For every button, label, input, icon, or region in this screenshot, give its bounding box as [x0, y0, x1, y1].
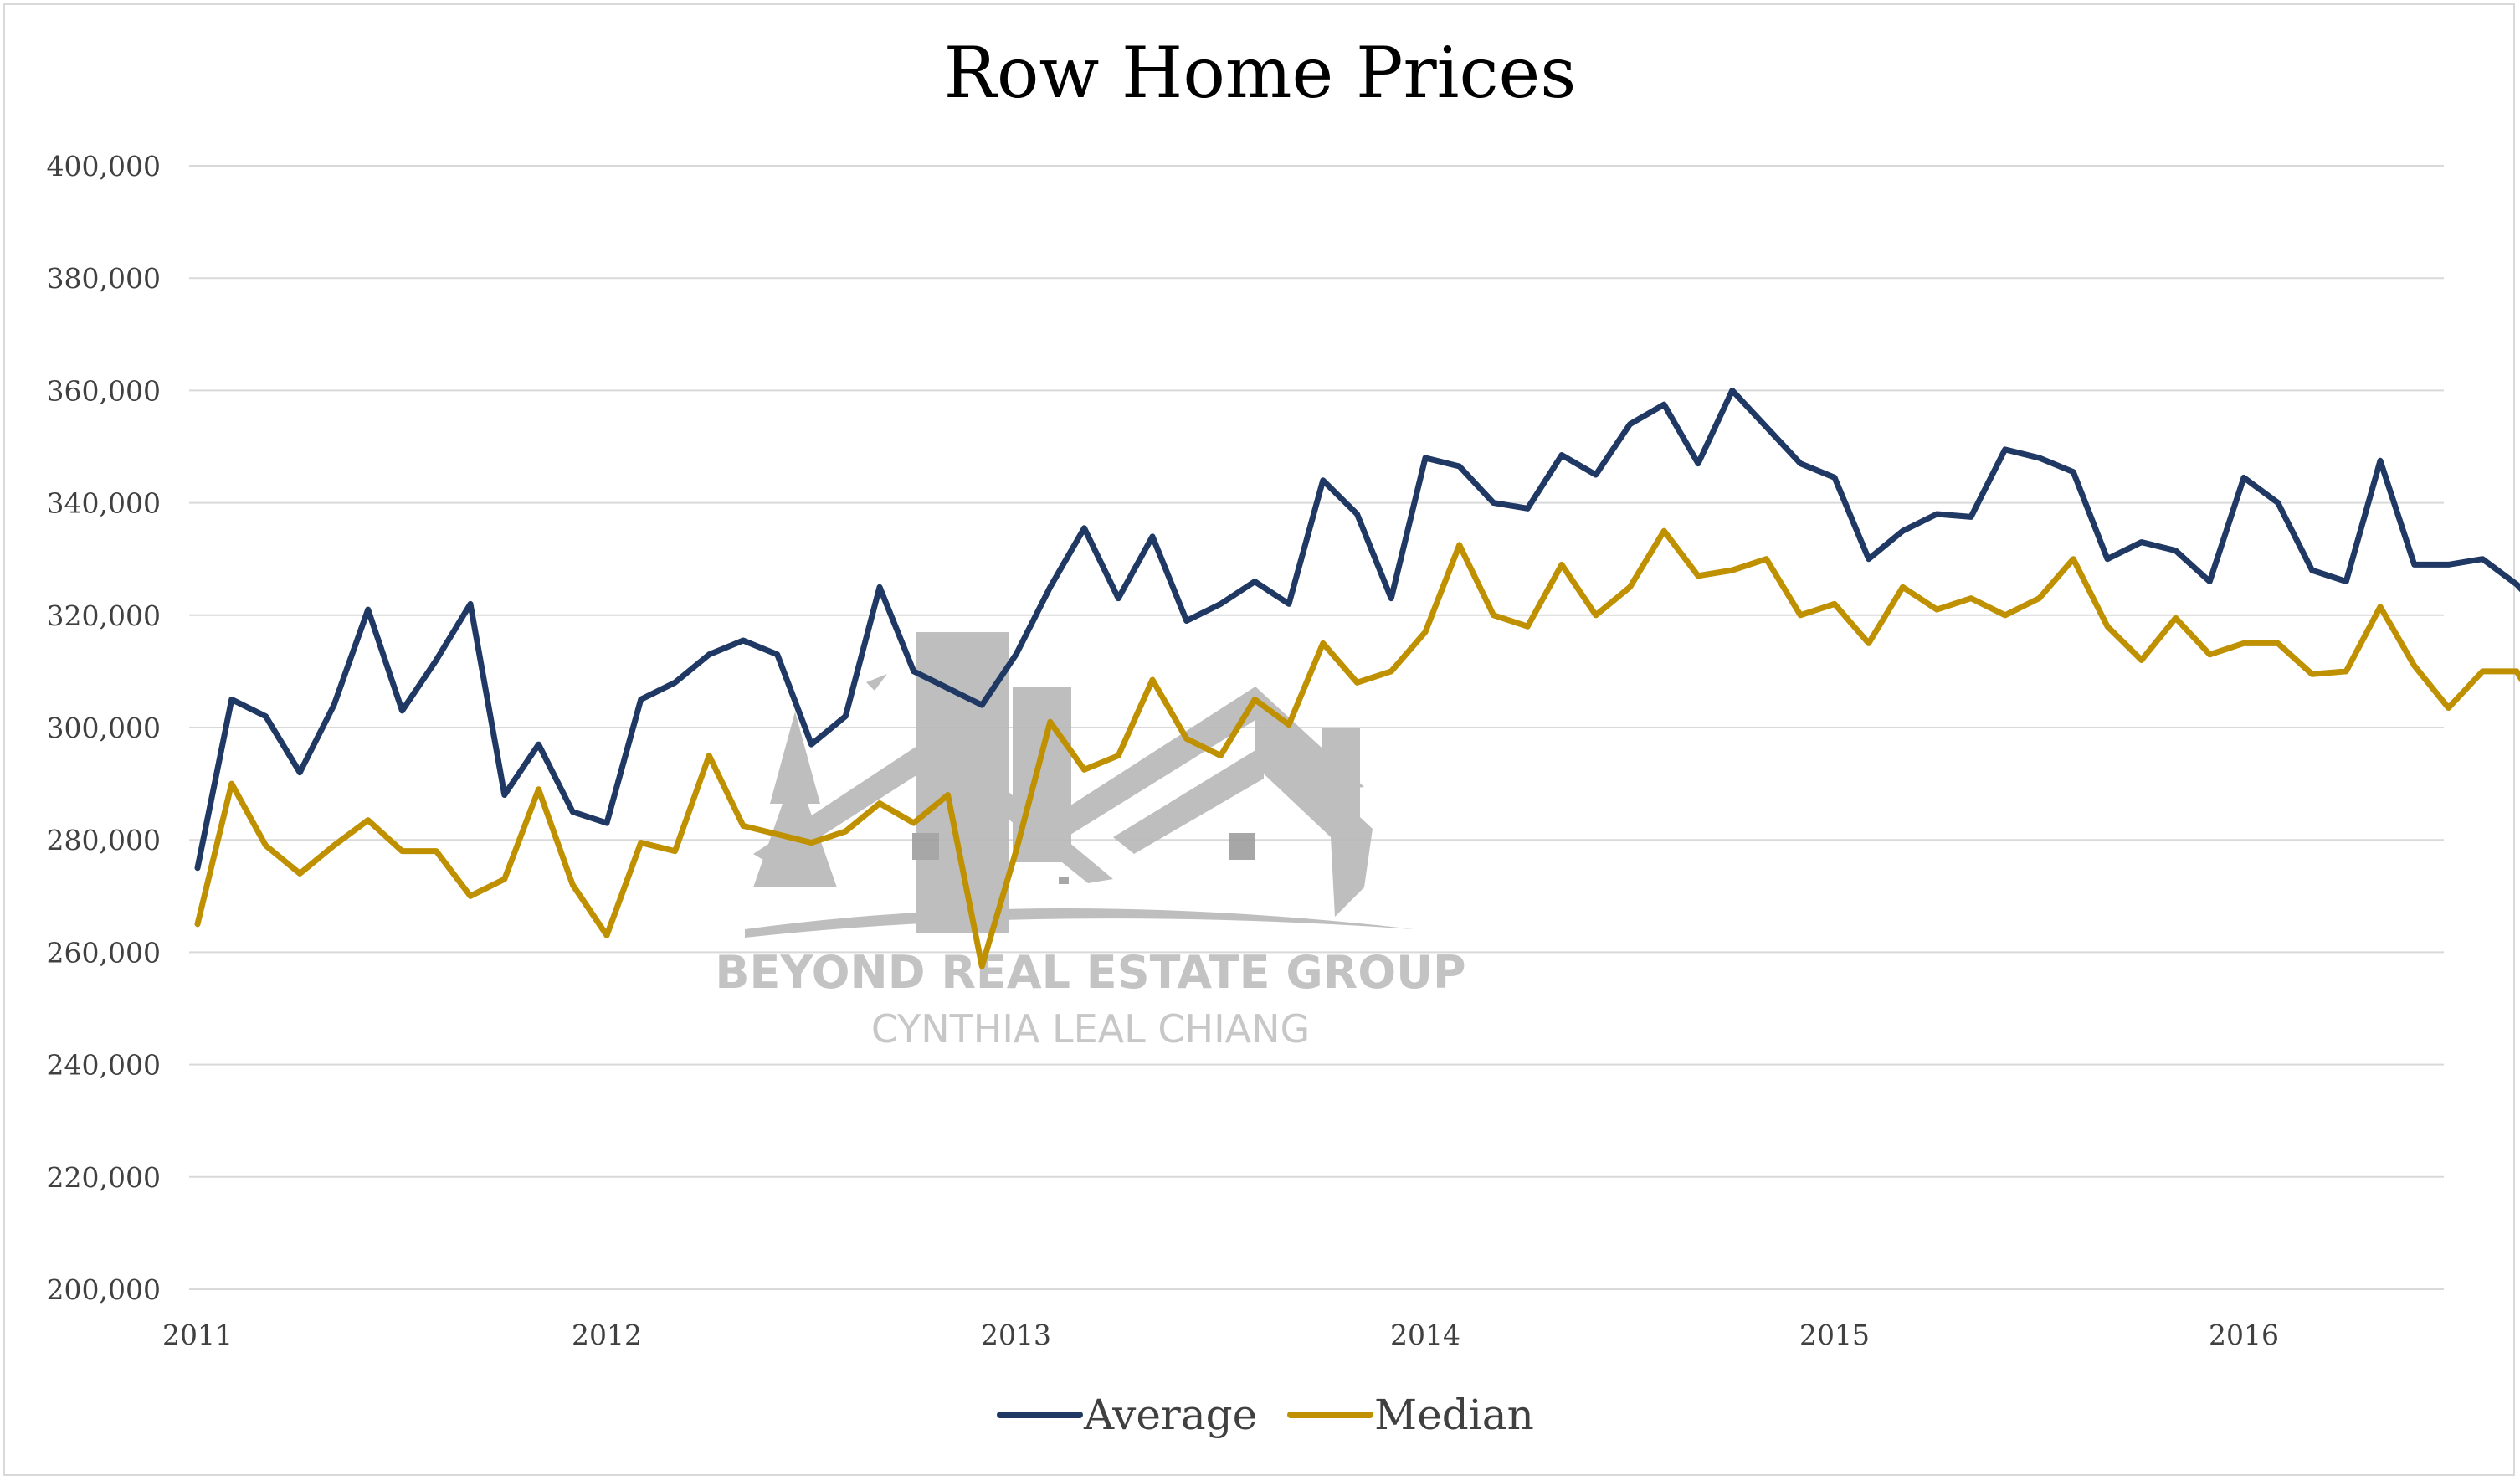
chart-title: Row Home Prices [943, 32, 1577, 114]
legend-label-average: Average [1083, 1391, 1257, 1439]
watermark-line1: BEYOND REAL ESTATE GROUP [715, 946, 1465, 999]
x-tick-label: 2011 [162, 1319, 233, 1351]
x-tick-label: 2015 [1799, 1319, 1870, 1351]
x-tick-label: 2014 [1390, 1319, 1460, 1351]
legend: Average Median [997, 1391, 1534, 1439]
y-tick-label: 280,000 [47, 824, 161, 856]
series-line-average [194, 387, 2520, 872]
legend-label-median: Median [1374, 1391, 1534, 1439]
x-tick-label: 2016 [2209, 1319, 2279, 1351]
y-tick-label: 400,000 [47, 150, 161, 183]
y-tick-label: 200,000 [47, 1273, 161, 1306]
house-logo-icon [745, 632, 1414, 938]
y-tick-label: 260,000 [47, 936, 161, 969]
y-tick-label: 360,000 [47, 374, 161, 407]
y-tick-label: 380,000 [47, 262, 161, 295]
y-tick-label: 340,000 [47, 487, 161, 520]
gridlines [189, 165, 2444, 1290]
x-tick-label: 2012 [572, 1319, 642, 1351]
series-line-median [194, 527, 2520, 969]
y-tick-label: 240,000 [47, 1049, 161, 1082]
y-tick-label: 300,000 [47, 712, 161, 744]
watermark-logo: BEYOND REAL ESTATE GROUP CYNTHIA LEAL CH… [715, 632, 1466, 1052]
y-tick-label: 320,000 [47, 599, 161, 632]
series-lines [194, 387, 2520, 969]
axes: 200,000 220,000 240,000 260,000 280,000 300,0… [47, 150, 2279, 1351]
y-tick-label: 220,000 [47, 1161, 161, 1194]
x-tick-label: 2013 [981, 1319, 1051, 1351]
watermark-line2: CYNTHIA LEAL CHIANG [871, 1006, 1310, 1052]
